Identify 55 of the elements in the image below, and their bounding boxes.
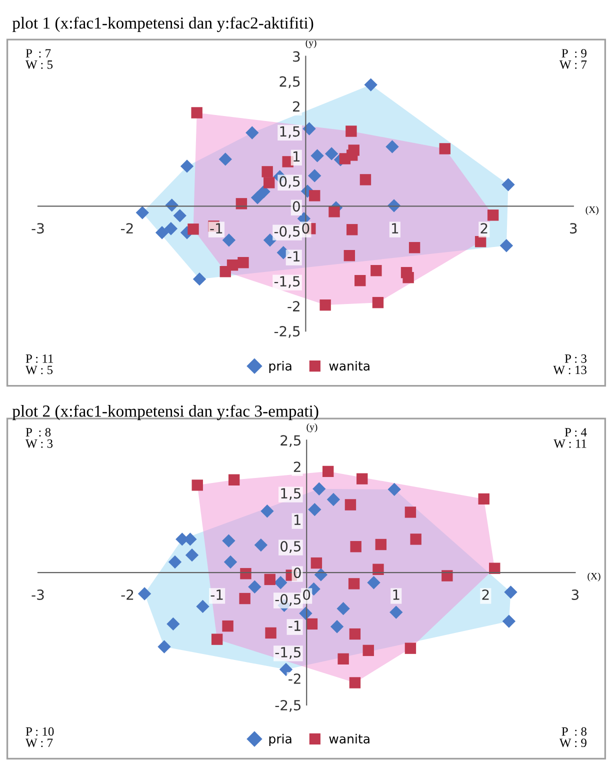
y-tick-label: 1,5 [280,126,300,138]
x-axis-title: (X) [588,572,600,582]
y-tick-label: -1 [288,620,300,631]
y-tick-label: -2 [288,301,300,312]
x-tick-label: -1 [210,223,222,234]
y-tick-label: -1,5 [274,276,300,288]
annotation: P : 7 W : 5 [26,49,53,69]
y-tick-label: -0,5 [274,226,300,238]
x-tick-label: 1 [393,590,400,600]
annotation: P : 9 W : 7 [559,49,587,69]
y-tick-label: 0 [294,568,301,578]
legend-label: pria [269,360,292,374]
y-tick-label: -2,5 [275,700,301,712]
y-tick-label: -2 [288,673,300,684]
y-tick-label: 0,5 [280,541,301,553]
y-tick-label: -1 [288,251,300,262]
chart-title: plot 1 (x:fac1-kompetensi dan y:fac2-aktifiti) [12,16,314,32]
x-tick-label: -1 [210,590,223,600]
x-axis-title: (X) [586,206,598,215]
y-tick-label: 2 [294,462,300,472]
x-tick-label: 0 [302,223,310,234]
y-tick-label: 1,5 [281,488,301,500]
annotation: P : 8 W : 3 [26,428,53,448]
y-tick-label: -2,5 [274,326,300,338]
x-tick-label: -2 [120,223,133,234]
x-tick-label: 2 [480,223,488,234]
text: P : 3 W : 13 [553,354,586,374]
y-tick-label: 2 [293,101,300,112]
y-tick-label: 0,5 [280,176,300,188]
y-tick-label: 0 [292,201,300,212]
x-tick-label: -3 [32,223,44,234]
x-tick-label: -3 [32,589,44,600]
legend-label: pria [269,734,292,746]
y-tick-label: -0,5 [275,594,301,606]
x-tick-label: 3 [572,589,578,600]
x-tick-label: -2 [121,589,134,600]
legend-label: wanita [329,734,370,744]
x-tick-label: 2 [482,589,489,600]
y-axis-title: (y) [306,423,318,432]
y-tick-label: 1 [294,151,300,162]
y-tick-label: 2,5 [280,76,300,88]
y-tick-label: 3 [293,51,300,62]
y-tick-label: 1 [294,514,300,525]
text: P : 8 W : 9 [559,727,586,748]
chart-title: plot 2 (x:fac1-kompetensi dan y:fac 3-empati) [12,404,318,420]
annotation: P : 4 W : 11 [554,428,587,448]
x-tick-label: 0 [303,589,310,600]
y-tick-label: 2,5 [280,435,301,448]
y-tick-label: -1,5 [275,647,301,659]
legend-label: wanita [329,360,370,371]
x-tick-label: 1 [392,223,398,234]
text: P : 11 W : 5 [26,354,53,374]
text: P : 10 W : 7 [26,727,54,748]
y-axis-title: (y) [306,39,316,48]
x-tick-label: 3 [570,223,577,234]
